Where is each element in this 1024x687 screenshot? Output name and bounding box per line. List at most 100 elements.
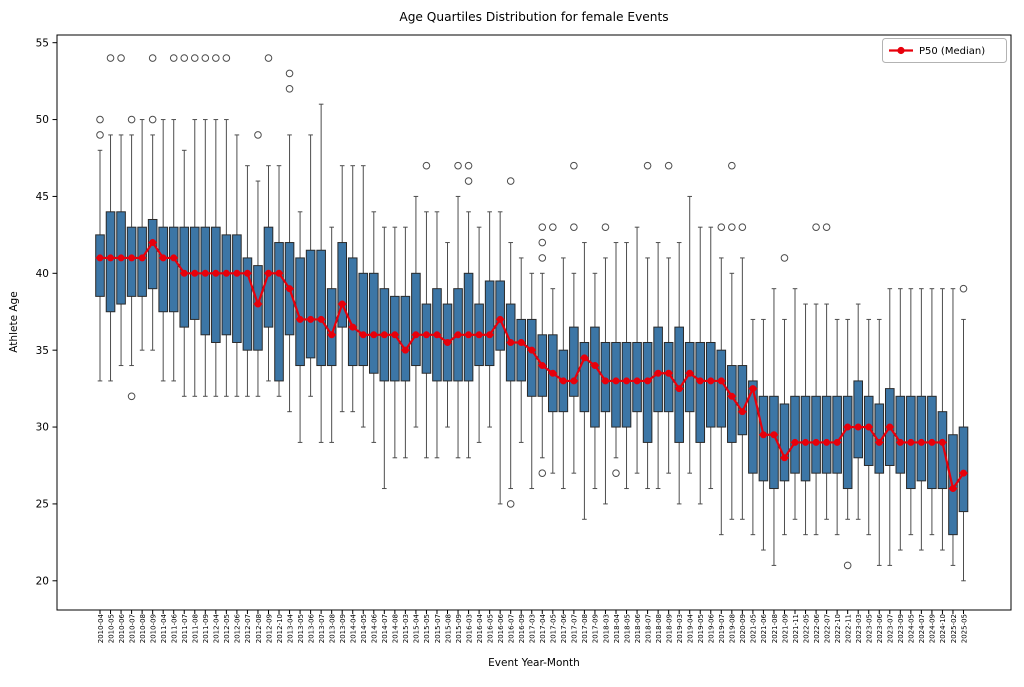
y-axis-label: Athlete Age — [8, 291, 20, 352]
box-plot-item — [863, 318, 874, 536]
median-point — [907, 438, 915, 446]
median-point — [517, 338, 525, 346]
outlier-point — [843, 561, 852, 570]
x-tick-label: 2018-04 — [613, 613, 621, 643]
box-plot-item — [895, 288, 906, 551]
y-tick-label: 20 — [36, 575, 49, 587]
iqr-box — [316, 249, 326, 367]
iqr-box — [242, 257, 253, 351]
outlier-point — [538, 238, 547, 247]
box-plot-item — [653, 242, 663, 490]
outlier-point — [506, 177, 515, 185]
box-plot-item — [137, 119, 147, 351]
chart-title: Age Quartiles Distribution for female Ev… — [399, 10, 668, 24]
iqr-box — [484, 280, 495, 367]
iqr-box — [569, 326, 579, 397]
x-tick-label: 2021-05 — [750, 614, 758, 643]
iqr-box — [390, 295, 400, 382]
median-point — [359, 331, 367, 339]
x-tick-label: 2019-04 — [687, 613, 695, 643]
y-tick-label: 45 — [36, 191, 49, 203]
iqr-box — [295, 257, 305, 367]
outlier-point — [643, 161, 652, 170]
median-point — [623, 377, 631, 385]
median-point — [802, 438, 810, 446]
x-tick-label: 2018-06 — [634, 613, 642, 643]
iqr-box — [221, 234, 232, 336]
outlier-point — [190, 54, 199, 62]
x-tick-label: 2018-05 — [623, 614, 631, 643]
iqr-box — [832, 395, 842, 474]
box-plot-item — [790, 288, 800, 520]
x-tick-label: 2016-06 — [497, 613, 505, 643]
median-point — [454, 331, 462, 339]
x-tick-label: 2010-04 — [97, 613, 105, 643]
iqr-box — [958, 426, 969, 513]
median-point — [928, 438, 936, 446]
iqr-box — [621, 341, 632, 428]
iqr-box — [716, 349, 727, 428]
outlier-point — [422, 161, 431, 170]
legend: P50 (Median) — [882, 38, 1007, 63]
x-tick-label: 2017-07 — [571, 614, 579, 643]
box-plot-item — [411, 195, 421, 428]
median-point — [707, 377, 715, 385]
x-tick-label: 2015-08 — [444, 614, 452, 643]
median-point — [686, 369, 694, 377]
median-point — [138, 254, 146, 262]
box-plot-item — [537, 223, 548, 477]
median-point — [180, 269, 188, 277]
median-point — [391, 331, 399, 339]
box-plot-item — [168, 54, 179, 382]
iqr-box — [695, 341, 706, 443]
x-tick-label: 2023-06 — [876, 613, 884, 643]
outlier-point — [549, 223, 557, 231]
box-plot-item — [821, 223, 832, 520]
box-plot-item — [832, 318, 842, 536]
box-plot-item — [463, 161, 474, 459]
x-tick-label: 2017-05 — [550, 614, 558, 643]
outlier-point — [664, 161, 673, 170]
outlier-point — [127, 115, 136, 124]
x-tick-label: 2011-08 — [192, 614, 200, 643]
box-plot-item — [495, 211, 505, 505]
median-point — [496, 315, 504, 323]
iqr-box — [842, 395, 853, 490]
outlier-point — [959, 284, 968, 293]
median-point — [559, 377, 567, 385]
box-plot-item — [484, 211, 495, 428]
iqr-box — [411, 272, 421, 367]
box-plot-item — [526, 272, 537, 490]
box-plot-item — [379, 226, 390, 490]
x-tick-label: 2019-05 — [697, 614, 705, 643]
median-point — [401, 346, 409, 354]
x-tick-label: 2017-03 — [529, 614, 537, 643]
median-point — [780, 454, 788, 462]
box-plot-item — [358, 165, 369, 428]
median-point — [117, 254, 125, 262]
box-plot-item — [579, 242, 590, 520]
outlier-point — [728, 161, 736, 170]
iqr-box — [400, 295, 411, 382]
y-tick-label: 55 — [36, 37, 49, 49]
x-tick-label: 2015-09 — [455, 614, 463, 643]
box-plot-item — [147, 54, 158, 351]
box-plot-item — [211, 54, 221, 397]
median-point — [549, 369, 557, 377]
x-tick-label: 2019-07 — [718, 614, 726, 643]
x-tick-label: 2021-09 — [781, 614, 789, 643]
box-plot-item — [916, 288, 927, 551]
legend-label: P50 (Median) — [919, 46, 985, 57]
x-tick-label: 2012-08 — [255, 614, 263, 643]
x-tick-label: 2013-05 — [297, 614, 305, 643]
iqr-box — [253, 265, 263, 351]
box-plot-item — [232, 134, 242, 397]
plot-area — [95, 54, 969, 582]
median-point — [170, 254, 178, 262]
box-plot-item — [316, 103, 326, 443]
iqr-box — [874, 403, 885, 474]
iqr-box — [347, 257, 358, 367]
iqr-box — [748, 380, 758, 474]
median-point — [275, 269, 283, 277]
